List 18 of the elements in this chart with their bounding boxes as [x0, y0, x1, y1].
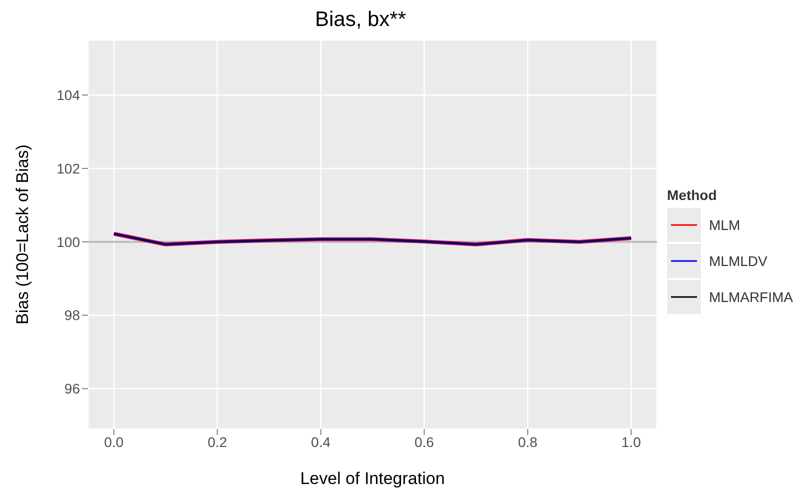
- x-tick-label: 0.2: [208, 434, 228, 450]
- y-tick-label: 102: [56, 160, 80, 176]
- x-tick-label: 0.8: [518, 434, 538, 450]
- x-tick-label: 1.0: [621, 434, 642, 450]
- y-tick-label: 96: [64, 380, 80, 397]
- y-axis-title: Bias (100=Lack of Bias): [13, 144, 32, 325]
- x-tick-label: 0.4: [311, 434, 331, 450]
- x-tick-label: 0.0: [104, 434, 124, 450]
- x-tick-label: 0.6: [414, 434, 434, 450]
- y-tick-label: 100: [56, 234, 80, 250]
- y-tick-label: 98: [64, 307, 80, 324]
- legend-label: MLMLDV: [709, 253, 768, 269]
- x-axis-title: Level of Integration: [300, 469, 445, 488]
- legend-label: MLMARFIMA: [709, 289, 793, 305]
- legend-label: MLM: [709, 217, 740, 233]
- legend-title: Method: [667, 187, 718, 203]
- y-tick-label: 104: [56, 87, 80, 104]
- chart-title: Bias, bx**: [314, 8, 408, 32]
